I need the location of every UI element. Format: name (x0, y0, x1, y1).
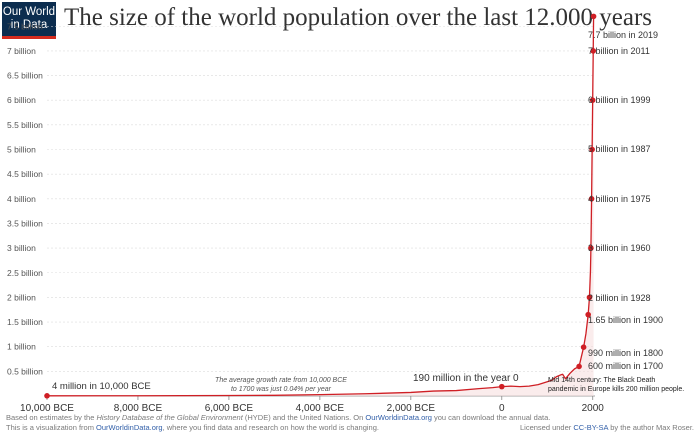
x-tick-label-1: 8,000 BCE (114, 403, 163, 414)
license-text-end: by the author Max Roser. (608, 423, 694, 432)
annotation-label-8: 5 billion in 1987 (588, 144, 651, 154)
y-tick-label-12: 6.5 billion (7, 71, 43, 81)
annotation-label-1: 190 million in the year 0 (413, 373, 519, 384)
annotation-label-9: 6 billion in 1999 (588, 95, 651, 105)
y-tick-label-4: 2.5 billion (7, 268, 43, 278)
annotation-label-2: 600 million in 1700 (588, 361, 663, 371)
annotation-label-5: 2 billion in 1928 (588, 293, 651, 303)
data-point-4 (585, 311, 591, 318)
annotation-label-11: 7.7 billion in 2019 (588, 30, 658, 40)
logo-line-1: Our World (2, 6, 56, 18)
population-line (46, 16, 595, 397)
black-death-note-line-2: pandemic in Europe kills 200 million peo… (548, 386, 684, 393)
y-tick-label-6: 3.5 billion (7, 218, 43, 228)
x-tick-label-5: 0 (499, 403, 505, 414)
x-tick-label-0: 10,000 BCE (20, 403, 74, 414)
x-tick-label-2: 6,000 BCE (205, 403, 254, 414)
footer-owid-link[interactable]: OurWorldinData.org (365, 413, 432, 422)
owid-logo: Our World in Data (2, 2, 56, 39)
y-tick-label-2: 1.5 billion (7, 317, 43, 327)
annotation-label-4: 1.65 billion in 1900 (588, 315, 663, 325)
annotation-label-10: 7 billion in 2011 (588, 46, 650, 56)
annotation-label-3: 990 million in 1800 (588, 348, 663, 358)
x-tick-label-3: 4,000 BCE (296, 403, 345, 414)
y-tick-label-7: 4 billion (7, 194, 36, 204)
footer-visualization: This is a visualization from OurWorldinD… (6, 423, 694, 433)
data-point-3 (580, 344, 587, 350)
y-tick-label-1: 1 billion (7, 342, 36, 352)
y-tick-label-11: 6 billion (7, 95, 36, 105)
y-tick-label-0: 0.5 billion (7, 366, 43, 376)
license-link[interactable]: CC-BY-SA (573, 423, 609, 432)
footer-source-text-end: you can download the annual data. (431, 413, 551, 422)
data-point-10 (590, 48, 597, 54)
logo-line-2: in Data (10, 19, 48, 31)
footer-source-text: Based on estimates by the (6, 413, 97, 422)
y-tick-label-14: 7.5 billion (7, 21, 43, 31)
logo-accent-bar (2, 36, 56, 39)
y-tick-label-3: 2 billion (7, 292, 36, 302)
y-tick-label-10: 5.5 billion (7, 120, 43, 130)
annotation-label-0: 4 million in 10,000 BCE (52, 381, 151, 392)
footer-source-text-mid: (HYDE) and the United Nations. On (242, 413, 366, 422)
license-text: Licensed under (519, 423, 574, 432)
annotation-label-7: 4 billion in 1975 (588, 194, 651, 204)
data-point-0 (44, 393, 50, 399)
data-point-5 (586, 294, 593, 301)
chart-title: The size of the world population over th… (64, 4, 653, 31)
y-tick-label-8: 4.5 billion (7, 169, 43, 179)
data-point-7 (588, 196, 595, 202)
y-tick-label-9: 5 billion (7, 145, 36, 155)
footer-vis-text: This is a visualization from (6, 423, 97, 432)
data-point-9 (589, 97, 596, 103)
annotation-label-6: 3 billion in 1960 (588, 243, 651, 253)
data-point-6 (588, 245, 594, 251)
footer-source-hyde: History Database of the Global Environme… (96, 413, 243, 422)
growth-note-line-1: The average growth rate from 10,000 BCE (215, 377, 347, 384)
x-tick-label-4: 2,000 BCE (387, 403, 436, 414)
y-tick-label-13: 7 billion (7, 46, 36, 56)
data-point-2 (576, 363, 582, 370)
footer-license: Licensed under CC-BY-SA by the author Ma… (520, 423, 694, 433)
footer-owid-link-2[interactable]: OurWorldinData.org (96, 423, 163, 432)
black-death-note-line-1: Mid 14th century: The Black Death (548, 377, 655, 384)
footer-source: Based on estimates by the History Databa… (6, 413, 694, 423)
data-point-1 (498, 383, 505, 390)
x-tick-label-6: 2000 (582, 403, 605, 414)
growth-note-line-2: to 1700 was just 0.04% per year (231, 386, 332, 393)
data-point-11 (590, 13, 597, 20)
footer-vis-text-end: , where you find data and research on ho… (162, 423, 379, 432)
data-point-8 (589, 146, 595, 153)
population-area (47, 16, 594, 396)
y-tick-label-5: 3 billion (7, 243, 36, 253)
